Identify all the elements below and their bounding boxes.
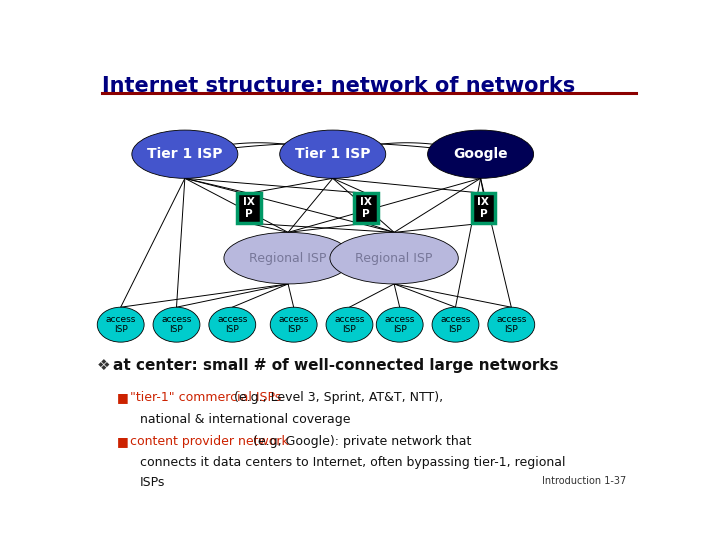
Text: (e.g, Google): private network that: (e.g, Google): private network that <box>249 435 472 448</box>
Text: Tier 1 ISP: Tier 1 ISP <box>147 147 222 161</box>
Text: "tier-1" commercial ISPs: "tier-1" commercial ISPs <box>130 391 282 404</box>
FancyBboxPatch shape <box>238 193 261 223</box>
Text: access
ISP: access ISP <box>217 315 248 334</box>
Text: Tier 1 ISP: Tier 1 ISP <box>295 147 371 161</box>
Text: ❖: ❖ <box>96 358 110 373</box>
Ellipse shape <box>97 307 144 342</box>
Text: Google: Google <box>454 147 508 161</box>
Text: IX
P: IX P <box>477 198 490 219</box>
Ellipse shape <box>330 232 459 284</box>
Text: access
ISP: access ISP <box>496 315 526 334</box>
Text: access
ISP: access ISP <box>334 315 364 334</box>
Ellipse shape <box>488 307 535 342</box>
Text: Regional ISP: Regional ISP <box>356 252 433 265</box>
Ellipse shape <box>432 307 479 342</box>
Text: access
ISP: access ISP <box>384 315 415 334</box>
Text: national & international coverage: national & international coverage <box>140 413 351 426</box>
Ellipse shape <box>209 307 256 342</box>
Text: ■: ■ <box>117 435 129 448</box>
Text: IX
P: IX P <box>360 198 372 219</box>
Ellipse shape <box>326 307 373 342</box>
Ellipse shape <box>280 130 386 178</box>
Ellipse shape <box>224 232 352 284</box>
Text: ISPs: ISPs <box>140 476 166 489</box>
Text: connects it data centers to Internet, often bypassing tier-1, regional: connects it data centers to Internet, of… <box>140 456 566 469</box>
Text: at center: small # of well-connected large networks: at center: small # of well-connected lar… <box>114 358 559 373</box>
Ellipse shape <box>153 307 200 342</box>
Text: Regional ISP: Regional ISP <box>249 252 327 265</box>
FancyBboxPatch shape <box>354 193 378 223</box>
Text: content provider network: content provider network <box>130 435 289 448</box>
Text: access
ISP: access ISP <box>441 315 471 334</box>
Text: Internet structure: network of networks: Internet structure: network of networks <box>102 77 575 97</box>
Text: access
ISP: access ISP <box>106 315 136 334</box>
Text: access
ISP: access ISP <box>161 315 192 334</box>
Ellipse shape <box>132 130 238 178</box>
Text: access
ISP: access ISP <box>279 315 309 334</box>
Ellipse shape <box>270 307 317 342</box>
Text: IX
P: IX P <box>243 198 255 219</box>
Text: (e.g., Level 3, Sprint, AT&T, NTT),: (e.g., Level 3, Sprint, AT&T, NTT), <box>230 391 443 404</box>
Ellipse shape <box>377 307 423 342</box>
Text: Introduction 1-37: Introduction 1-37 <box>542 476 626 487</box>
Ellipse shape <box>428 130 534 178</box>
Text: ■: ■ <box>117 391 129 404</box>
FancyBboxPatch shape <box>472 193 495 223</box>
